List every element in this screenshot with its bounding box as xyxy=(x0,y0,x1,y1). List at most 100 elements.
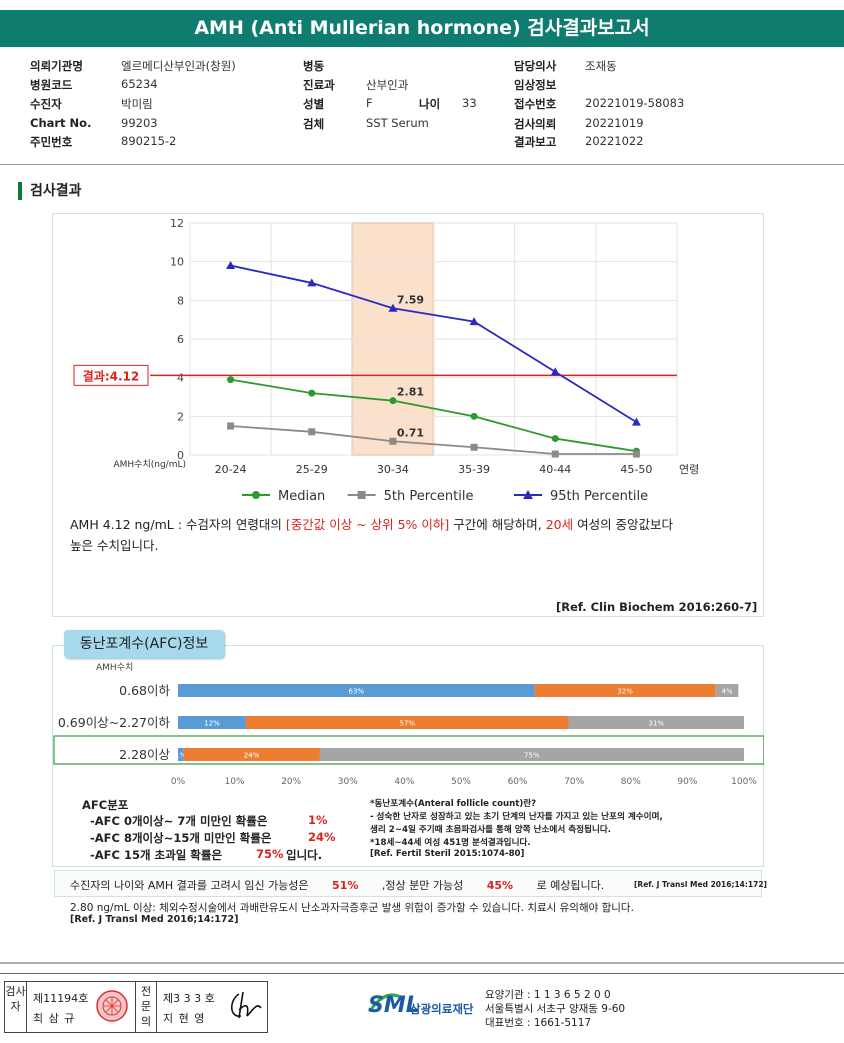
afc-bar-label: 75% xyxy=(524,752,540,760)
warning-text: 2.80 ng/mL 이상: 체외수정시술에서 과배란유도시 난소과자극증후군 … xyxy=(70,902,634,914)
data-point xyxy=(308,389,316,397)
interp-range: [중간값 이상 ~ 상위 5% 이하] xyxy=(285,517,450,532)
afc-bar-label: 24% xyxy=(244,752,260,760)
data-point xyxy=(227,422,235,430)
x-tick-label: 35-39 xyxy=(458,463,490,476)
afc-bar-segment xyxy=(178,716,246,729)
org-line-1: 요양기관 : 1 1 3 6 5 2 0 0 xyxy=(485,989,611,1001)
sml-logo-icon xyxy=(368,993,405,1012)
data-point xyxy=(632,450,640,458)
x-tick-label: 40-44 xyxy=(539,463,571,476)
afc-dist-line: -AFC 15개 초과일 확률은 xyxy=(90,847,222,863)
section-title: 검사결과 xyxy=(18,182,82,200)
highlight-row-box xyxy=(53,735,764,765)
info-value: 20221019-58083 xyxy=(585,96,685,110)
info-label: 검사의뢰 xyxy=(514,117,557,131)
info-label: 담당의사 xyxy=(514,59,557,73)
info-value: 조재동 xyxy=(585,59,617,73)
info-value: SST Serum xyxy=(366,116,429,130)
org-name: 삼광의료재단 xyxy=(410,1002,474,1016)
afc-dist-value: 1% xyxy=(308,813,328,827)
y-tick-label: 0 xyxy=(177,449,184,462)
afc-x-tick: 90% xyxy=(677,777,697,787)
y-tick-label: 8 xyxy=(177,294,184,307)
afc-bar-label: 4% xyxy=(721,688,732,696)
data-point xyxy=(389,437,397,445)
interp-age: 20세 xyxy=(545,517,574,532)
data-point xyxy=(307,278,317,287)
afc-dist-text: -AFC 15개 초과일 확률은 xyxy=(90,848,223,862)
data-point xyxy=(469,317,479,326)
afc-bar-segment xyxy=(178,748,184,761)
info-value: 20221022 xyxy=(585,134,644,148)
pregnancy-ref: [Ref. J Transl Med 2016;14:172] xyxy=(634,880,767,889)
y-tick-label: 4 xyxy=(177,372,184,385)
info-label: 의뢰기관명 xyxy=(30,59,83,73)
age-label: 나이 xyxy=(419,97,441,111)
afc-row-label: 0.68이하 xyxy=(119,683,170,698)
afc-x-tick: 70% xyxy=(564,777,584,787)
afc-bar-label: 57% xyxy=(399,720,415,728)
afc-row-label: 0.69이상~2.27이하 xyxy=(58,715,171,730)
info-value: 65234 xyxy=(121,77,158,91)
info-label: 임상정보 xyxy=(514,78,557,92)
org-info: 요양기관 : 1 1 3 6 5 2 0 0 서울특별시 서초구 양재동 9-6… xyxy=(485,988,625,1030)
info-value: 20221019 xyxy=(585,116,644,130)
series-line xyxy=(230,264,637,423)
afc-x-tick: 0% xyxy=(171,777,186,787)
afc-x-tick: 100% xyxy=(731,777,757,787)
data-point xyxy=(470,443,478,451)
afc-bar-label: 12% xyxy=(204,720,220,728)
info-label: 병원코드 xyxy=(30,78,73,92)
afc-bar-segment xyxy=(319,748,744,761)
interpretation: AMH 4.12 ng/mL : 수검자의 연령대의 [중간값 이상 ~ 상위 … xyxy=(70,514,760,556)
pregnancy-line: 수진자의 나이와 AMH 결과를 고려시 임신 가능성은 51% ,정상 분만 … xyxy=(70,877,604,893)
y-tick-label: 12 xyxy=(170,217,184,230)
result-label: 결과:4.12 xyxy=(83,368,140,383)
info-value: 산부인과 xyxy=(366,78,409,92)
x-tick-label: 45-50 xyxy=(620,463,652,476)
data-point xyxy=(551,435,559,443)
inspector-no: 제11194호 xyxy=(33,992,89,1005)
afc-bar-segment xyxy=(183,748,320,761)
pregnancy-box xyxy=(54,870,762,897)
org-line-3: 대표번호 : 1661-5117 xyxy=(485,1017,592,1029)
data-point xyxy=(308,428,316,436)
signature-box: 검사자 제11194호 최 삼 규 전문의 제3 3 3 호 지 현 영 xyxy=(4,981,268,1033)
afc-bar-label: 1% xyxy=(175,752,186,760)
interp-text-4: 높은 수치입니다. xyxy=(70,538,159,553)
info-label: 접수번호 xyxy=(514,97,557,111)
series-line xyxy=(230,425,637,455)
afc-dist-value: 75% xyxy=(256,847,284,861)
y-tick-label: 2 xyxy=(177,410,184,423)
delivery-rate: 45% xyxy=(486,879,514,892)
afc-bar-label: 32% xyxy=(617,688,633,696)
legend-marker xyxy=(523,490,533,499)
data-point xyxy=(226,261,236,270)
afc-note-line: [Ref. Fertil Steril 2015:1074-80] xyxy=(370,849,525,859)
legend-label: 95th Percentile xyxy=(550,489,648,504)
info-label: 주민번호 xyxy=(30,135,73,149)
info-value: 890215-2 xyxy=(121,134,177,148)
afc-dist-line: -AFC 8개이상~15개 미만인 확률은 xyxy=(90,830,271,846)
afc-bar-segment xyxy=(178,684,535,697)
y-axis-label: AMH수치(ng/mL) xyxy=(113,458,186,470)
data-label: 2.81 xyxy=(397,386,424,399)
inspector-name: 최 삼 규 xyxy=(33,1012,76,1025)
x-tick-label: 20-24 xyxy=(215,463,247,476)
info-value: 99203 xyxy=(121,116,158,130)
afc-dist-text: -AFC 8개이상~15개 미만인 확률은 xyxy=(90,831,272,845)
divider xyxy=(0,164,844,165)
report-title: AMH (Anti Mullerian hormone) 검사결과보고서 xyxy=(0,10,844,47)
x-axis-label: 연령 xyxy=(679,463,699,476)
age-value: 33 xyxy=(462,96,477,110)
afc-x-tick: 50% xyxy=(451,777,471,787)
legend-marker xyxy=(252,491,260,499)
info-value: 엘르메디산부인과(창원) xyxy=(121,59,236,73)
afc-bar-segment xyxy=(568,716,744,729)
chart-ref: [Ref. Clin Biochem 2016:260-7] xyxy=(556,600,758,614)
afc-bar-segment xyxy=(715,684,739,697)
afc-x-tick: 30% xyxy=(338,777,358,787)
pregnancy-rate: 51% xyxy=(332,879,359,892)
afc-dist-text: -AFC 0개이상~ 7개 미만인 확률은 xyxy=(90,814,268,828)
